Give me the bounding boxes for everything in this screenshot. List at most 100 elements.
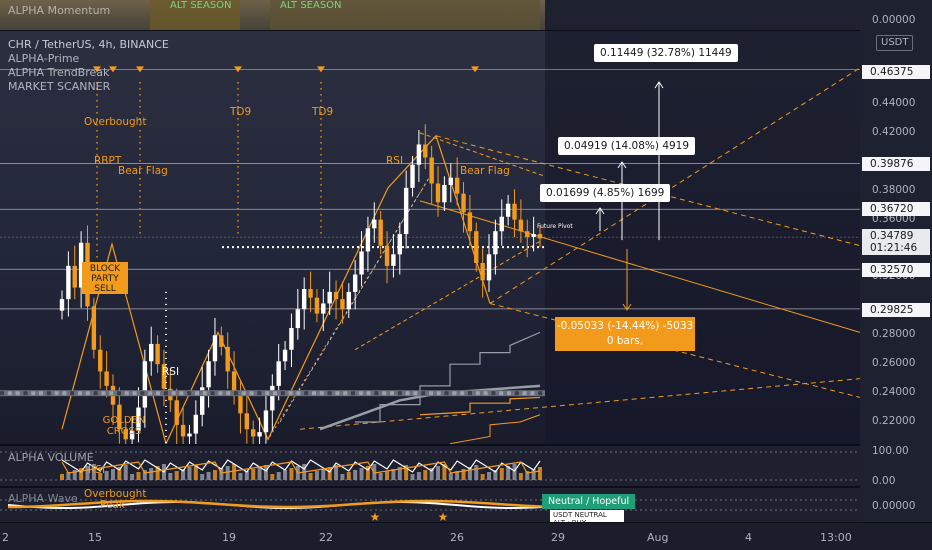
volume-bar [168,473,173,480]
volume-bar [110,469,115,480]
price-level-label[interactable]: 0.29825 [862,303,930,317]
price-level-label[interactable]: 0.39876 [862,157,930,171]
indicator-alpha-prime[interactable]: ALPHA-Prime [8,52,80,65]
price-axis[interactable] [860,0,932,522]
volume-pane[interactable] [0,446,860,486]
candle-body [410,164,415,188]
peak-star-icon: ★ [438,510,449,522]
pane-divider[interactable] [0,444,932,446]
volume-bar [353,470,358,480]
sell-marker [471,66,479,73]
volume-bar [538,467,542,480]
stepped-line [355,331,541,423]
volume-bar [263,465,268,480]
scanner-cell [530,391,535,396]
scanner-strip [0,390,545,397]
currency-badge-text: USDT [881,37,909,48]
candle-body [531,234,536,237]
measure-arrow-head [654,81,664,89]
bear-flag-label: Bear Flag [118,165,168,177]
candle-body [391,254,396,266]
candle-body [251,429,256,437]
candle-body [91,306,97,350]
volume-bar [455,471,460,480]
scanner-cell [226,391,231,396]
scanner-cell [124,391,129,396]
overbought-label: Overbought [84,116,147,128]
indicator-trendbreak[interactable]: ALPHA TrendBreak [8,66,110,79]
candle-body [518,219,524,232]
wave-pane[interactable]: ★ ★ [0,488,860,522]
price-level-label[interactable]: 0.34789 [862,229,930,243]
price-level-label[interactable]: 0.32570 [862,263,930,277]
rsi-label: RSI [386,155,404,167]
alt-season-highlight [270,0,540,30]
candle-body [333,291,339,300]
candle-body [480,263,485,281]
scanner-cell [39,391,43,396]
candle-body [359,251,364,275]
scanner-cell [390,391,394,396]
volume-bar [136,472,141,480]
price-level-label[interactable]: 0.46375 [862,65,930,79]
pane-divider[interactable] [0,30,932,31]
price-level-label[interactable]: 0.36720 [862,202,930,216]
volume-bar [251,469,256,480]
volume-bar [276,472,281,480]
scanner-cell [257,391,262,396]
scanner-cell [171,391,176,396]
volume-bar [174,471,179,480]
volume-bar [91,464,96,480]
symbol-title: CHR / TetherUS, 4h, BINANCE [8,38,169,51]
date-axis[interactable] [0,522,932,550]
candle-body [537,234,543,239]
volume-axis-value: 0.00 [872,475,896,487]
indicator-market-scanner[interactable]: MARKET SCANNER [8,80,111,93]
scanner-cell [460,391,465,396]
measure-callout-top[interactable]: 0.11449 (32.78%) 11449 [594,44,738,62]
measure-callout-down[interactable]: -0.05033 (-14.44%) -5033 0 bars, [555,317,695,351]
stepped-line [419,396,541,416]
measure-callout-mid[interactable]: 0.04919 (14.08%) 4919 [558,137,696,155]
scanner-cell [140,391,145,396]
measure-callout-low[interactable]: 0.01699 (4.85%) 1699 [540,184,671,202]
currency-badge[interactable]: USDT [876,35,914,51]
candle-body [397,234,402,255]
volume-bar [130,474,135,480]
alt-season-tag: ALT SEASON [280,0,342,11]
volume-bar [423,470,428,480]
alt-season-highlight [150,0,240,30]
candle-body [321,303,326,314]
volume-bar [212,470,217,480]
volume-bar [525,471,530,480]
volume-bar [334,465,339,480]
price-axis-tick: 0.26000 [872,357,916,370]
scanner-cell [366,391,371,396]
scanner-cell [288,391,293,396]
scanner-cell [101,391,106,396]
scanner-cell [15,391,20,396]
date-axis-tick: 13:00 [820,531,852,544]
candle-body [270,385,275,411]
volume-label: ALPHA VOLUME [8,451,94,464]
main-chart[interactable] [0,30,860,444]
candle-body [352,274,358,292]
volume-bar [397,467,402,480]
volume-bar [244,471,249,480]
price-level-label[interactable]: 01:21:46 [862,241,930,255]
peak-star-icon: ★ [370,510,381,522]
scanner-cell [483,391,488,396]
scanner-line: USDT NEUTRAL [553,511,607,519]
candle-body [117,404,122,430]
candle-body [244,413,250,430]
volume-bar [181,469,186,480]
scanner-cell [0,391,4,396]
top-pane-axis-value: 0.00000 [872,14,916,26]
volume-bar [200,474,205,480]
volume-bar [340,474,345,480]
scanner-cell [280,391,285,396]
scanner-cell [296,391,301,396]
pane-divider[interactable] [0,486,932,488]
scanner-cell [507,391,511,396]
